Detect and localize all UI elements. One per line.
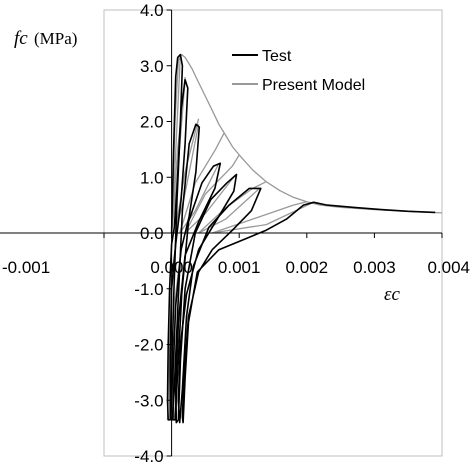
test-curve-segment <box>174 173 238 424</box>
y-tick-label: -4.0 <box>134 447 163 466</box>
model-curve-segment <box>179 132 225 234</box>
model-curve-segment <box>211 201 314 234</box>
y-tick-label: 3.0 <box>140 57 164 76</box>
y-tick-label: 2.0 <box>140 113 164 132</box>
x-axis-label: εc <box>384 284 400 305</box>
series-present-model <box>166 53 443 420</box>
tick-labels: 4.0 3.0 2.0 1.0 0.0 -1.0 -2.0 -3.0 -4.0 -0.001 0.0… <box>2 1 470 466</box>
x-tick-label: 0.001 <box>218 258 261 277</box>
x-tick-label: -0.001 <box>2 258 50 277</box>
model-curve-segment <box>197 181 267 234</box>
x-tick-label: 0.000 <box>150 258 193 277</box>
legend-model-label: Present Model <box>262 77 365 94</box>
y-tick-label: 0.0 <box>140 224 164 243</box>
series-layer <box>166 53 443 424</box>
x-tick-label: 0.003 <box>353 258 396 277</box>
test-curve-segment <box>166 53 189 421</box>
y-tick-label: 4.0 <box>140 1 164 20</box>
series-test <box>166 53 436 424</box>
y-axis-unit: (MPa) <box>34 29 77 48</box>
test-curve-segment <box>181 201 436 424</box>
model-curve-segment <box>184 154 240 234</box>
y-tick-label: -3.0 <box>134 391 163 410</box>
legend: Test Present Model <box>232 48 365 94</box>
x-tick-label: 0.004 <box>427 258 470 277</box>
y-tick-label: -1.0 <box>134 280 163 299</box>
x-tick-label: 0.002 <box>286 258 329 277</box>
y-axis-label: fc <box>14 28 28 49</box>
y-tick-label: 1.0 <box>140 168 164 187</box>
legend-test-label: Test <box>262 48 292 65</box>
axes-layer <box>0 9 443 457</box>
test-curve-segment <box>177 187 262 424</box>
y-tick-label: -2.0 <box>134 336 163 355</box>
